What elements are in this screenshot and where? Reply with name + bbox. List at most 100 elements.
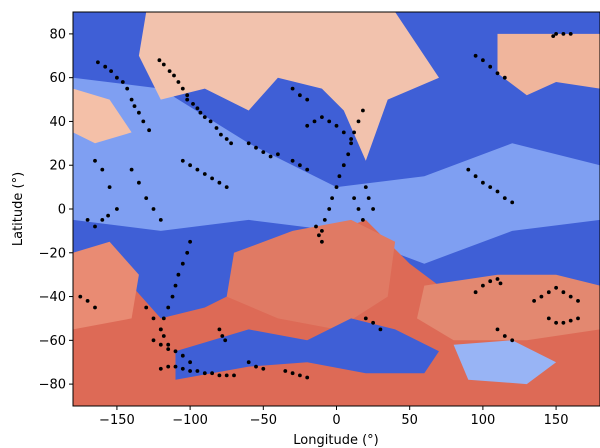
data-point — [317, 233, 321, 238]
data-point — [561, 32, 566, 36]
data-point — [96, 60, 100, 65]
data-point — [261, 150, 266, 155]
data-point — [137, 110, 141, 115]
heatmap-region-warm-mid — [73, 241, 139, 330]
data-point — [346, 152, 351, 157]
y-axis-label: Latitude (°) — [11, 172, 26, 246]
data-point — [173, 349, 178, 354]
heatmap-region-cool-south-band — [175, 318, 439, 380]
x-tick-label: −150 — [99, 413, 135, 428]
data-point — [185, 93, 190, 98]
data-point — [305, 375, 310, 380]
data-point — [502, 196, 507, 201]
data-point — [166, 305, 171, 310]
data-point — [371, 320, 375, 325]
data-point — [371, 207, 375, 211]
y-axis: −80 −60 −40 −20 0 20 40 60 80 — [39, 27, 73, 393]
data-point — [290, 86, 295, 91]
data-point — [229, 141, 234, 146]
data-point — [481, 58, 485, 63]
data-point — [151, 316, 156, 321]
data-point — [546, 316, 551, 321]
data-point — [151, 207, 156, 211]
data-point — [180, 261, 185, 266]
data-point — [327, 207, 332, 211]
heatmap-layer — [73, 12, 600, 406]
data-point — [576, 299, 580, 303]
data-point — [481, 180, 485, 185]
x-tick-label: 0 — [332, 413, 340, 428]
data-point — [551, 34, 556, 38]
data-point — [93, 158, 97, 163]
data-point — [129, 97, 134, 102]
data-point — [188, 163, 193, 168]
data-point — [125, 86, 130, 91]
data-point — [173, 364, 178, 369]
heatmap-region-pale-northwest — [73, 88, 132, 144]
data-point — [322, 218, 327, 222]
data-point — [161, 62, 166, 67]
data-point — [246, 360, 251, 365]
data-point — [185, 97, 190, 102]
y-tick-label: −60 — [39, 334, 66, 349]
data-point — [103, 64, 108, 69]
data-point — [180, 158, 185, 163]
data-point — [176, 272, 181, 277]
data-point — [129, 167, 134, 172]
data-point — [158, 342, 163, 347]
x-axis: −150 −100 −50 0 50 100 150 — [99, 406, 568, 428]
data-point — [224, 373, 229, 378]
data-point — [361, 108, 365, 113]
data-point — [202, 115, 207, 119]
data-point — [188, 360, 193, 365]
y-tick-label: 80 — [49, 27, 66, 42]
x-tick-label: 100 — [470, 413, 495, 428]
heatmap-region-light-blue-south — [453, 340, 557, 385]
data-point — [268, 154, 273, 159]
data-point — [488, 279, 493, 284]
data-point — [510, 338, 515, 343]
data-point — [378, 327, 383, 332]
data-point — [161, 334, 166, 338]
data-point — [334, 185, 339, 190]
data-point — [166, 347, 171, 351]
data-point — [361, 218, 365, 222]
y-tick-label: 0 — [58, 203, 66, 218]
data-point — [320, 239, 324, 244]
data-point — [254, 364, 258, 369]
data-point — [276, 152, 280, 157]
data-point — [561, 320, 566, 325]
x-tick-label: −100 — [172, 413, 208, 428]
data-point — [223, 338, 228, 343]
data-point — [341, 130, 346, 135]
data-point — [100, 218, 105, 222]
x-tick-label: 150 — [544, 413, 569, 428]
data-point — [290, 158, 295, 163]
data-point — [202, 172, 207, 176]
y-tick-label: 20 — [49, 159, 66, 174]
scatter-points — [78, 32, 580, 380]
data-point — [217, 327, 222, 332]
heatmap-region-light-blue-belt — [73, 77, 600, 264]
data-point — [170, 294, 175, 299]
data-point — [554, 285, 558, 290]
data-point — [539, 294, 544, 299]
data-point — [473, 53, 478, 58]
data-point — [352, 130, 356, 135]
data-point — [217, 180, 222, 185]
data-point — [261, 366, 266, 371]
data-point — [298, 93, 302, 98]
data-point — [120, 80, 125, 84]
data-point — [568, 294, 573, 299]
data-point — [495, 189, 500, 194]
data-point — [157, 58, 162, 63]
x-axis-label: Longitude (°) — [293, 433, 378, 448]
heatmap-region-warm-center — [226, 219, 396, 330]
data-point — [356, 119, 361, 124]
data-point — [166, 364, 171, 369]
data-point — [554, 32, 558, 36]
data-point — [176, 80, 181, 84]
data-point — [188, 369, 193, 373]
plot-area — [73, 12, 600, 406]
data-point — [473, 174, 478, 179]
